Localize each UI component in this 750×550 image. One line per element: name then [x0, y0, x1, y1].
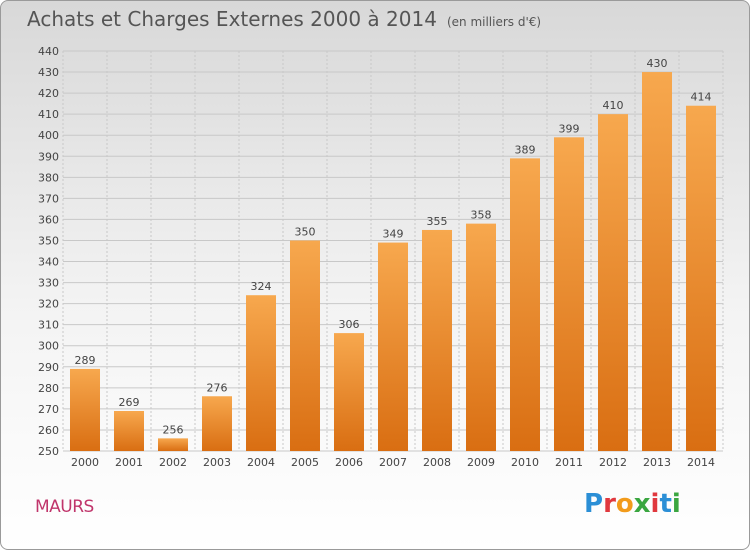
y-tick-label: 260	[38, 424, 59, 437]
y-tick-label: 360	[38, 213, 59, 226]
bar-2003	[202, 396, 232, 451]
y-tick-label: 380	[38, 171, 59, 184]
proxiti-logo: Proxiti	[584, 489, 681, 519]
value-label: 269	[119, 396, 140, 409]
bar-2012	[598, 114, 628, 451]
bar-2002	[158, 438, 188, 451]
chart-title-text: Achats et Charges Externes 2000 à 2014	[27, 7, 437, 31]
value-label: 350	[295, 225, 316, 238]
y-tick-label: 440	[38, 45, 59, 58]
bar-2001	[114, 411, 144, 451]
y-tick-label: 430	[38, 66, 59, 79]
y-tick-label: 420	[38, 87, 59, 100]
bar-2010	[510, 158, 540, 452]
value-label: 306	[339, 318, 360, 331]
x-tick-label: 2008	[423, 456, 451, 469]
x-tick-label: 2007	[379, 456, 407, 469]
bar-2011	[554, 137, 584, 451]
logo-letter: x	[633, 489, 651, 519]
value-label: 389	[515, 143, 536, 156]
logo-letter: i	[671, 489, 681, 519]
y-tick-label: 370	[38, 192, 59, 205]
x-tick-label: 2002	[159, 456, 187, 469]
value-label: 276	[207, 381, 228, 394]
x-tick-label: 2006	[335, 456, 363, 469]
logo-letter: i	[650, 489, 660, 519]
bar-2004	[246, 295, 276, 451]
x-tick-label: 2011	[555, 456, 583, 469]
value-label: 358	[471, 209, 492, 222]
y-tick-label: 280	[38, 382, 59, 395]
bar-2014	[686, 105, 716, 451]
bars	[70, 72, 716, 452]
y-tick-label: 350	[38, 234, 59, 247]
y-tick-label: 310	[38, 319, 59, 332]
value-label: 430	[647, 57, 668, 70]
y-tick-label: 270	[38, 403, 59, 416]
bar-2005	[290, 240, 320, 451]
y-tick-label: 290	[38, 361, 59, 374]
x-tick-label: 2005	[291, 456, 319, 469]
y-tick-label: 390	[38, 150, 59, 163]
x-tick-label: 2012	[599, 456, 627, 469]
x-axis-ticks: 2000 2001 2002 2003 2004 2005 2006 2007 2008 2009…	[71, 456, 715, 469]
x-tick-label: 2001	[115, 456, 143, 469]
logo-letter: o	[615, 489, 634, 519]
bar-2009	[466, 223, 496, 451]
logo-letter: r	[603, 489, 616, 519]
value-label: 355	[427, 215, 448, 228]
x-tick-label: 2009	[467, 456, 495, 469]
y-tick-label: 410	[38, 108, 59, 121]
x-tick-label: 2000	[71, 456, 99, 469]
y-tick-label: 300	[38, 340, 59, 353]
y-tick-label: 320	[38, 298, 59, 311]
value-label: 410	[603, 99, 624, 112]
x-tick-label: 2004	[247, 456, 275, 469]
bar-2006	[334, 333, 364, 451]
y-tick-label: 400	[38, 129, 59, 142]
bar-2007	[378, 242, 408, 451]
bar-2008	[422, 229, 452, 451]
x-tick-label: 2003	[203, 456, 231, 469]
y-tick-label: 250	[38, 445, 59, 458]
city-name: MAURS	[35, 497, 94, 517]
logo-letter: P	[584, 489, 604, 519]
x-tick-label: 2014	[687, 456, 715, 469]
value-label: 289	[75, 354, 96, 367]
value-label: 256	[163, 423, 184, 436]
x-tick-label: 2010	[511, 456, 539, 469]
chart-title: Achats et Charges Externes 2000 à 2014 (e…	[27, 7, 541, 31]
y-axis-ticks: 250 260 270 280 290 300 310 320 330 340 350 360 370 3…	[38, 45, 59, 458]
value-label: 324	[251, 280, 272, 293]
value-label: 399	[559, 122, 580, 135]
bar-2000	[70, 368, 100, 451]
value-labels: 289 269 256 276 324 350 306 349 355 358 389 399 410 4…	[75, 57, 712, 436]
bar-2013	[642, 72, 672, 451]
value-label: 349	[383, 228, 404, 241]
y-tick-label: 330	[38, 277, 59, 290]
value-label: 414	[691, 91, 712, 104]
logo-letter: t	[659, 489, 672, 519]
y-tick-label: 340	[38, 256, 59, 269]
x-tick-label: 2013	[643, 456, 671, 469]
chart-unit: (en milliers d'€)	[446, 15, 542, 29]
